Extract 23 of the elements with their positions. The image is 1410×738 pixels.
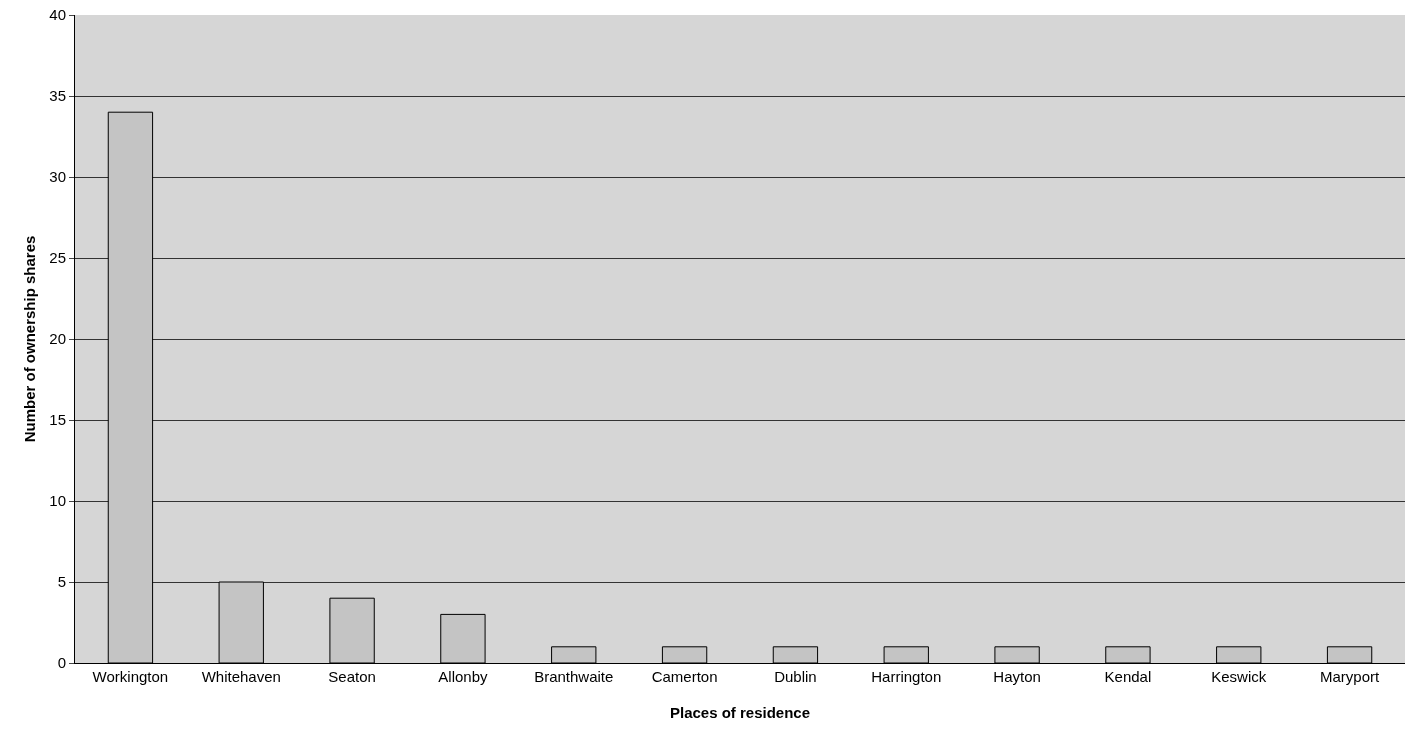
x-tick-label: Maryport [1319, 668, 1380, 685]
y-tick-label: 5 [57, 573, 66, 591]
y-tick-label: 35 [49, 87, 66, 105]
x-tick-label: Dublin [774, 668, 817, 685]
x-axis-title: Places of residence [669, 704, 811, 721]
x-tick-label: Seaton [328, 668, 376, 685]
x-tick-label: Branthwaite [534, 668, 614, 685]
x-tick-label: Hayton [993, 668, 1041, 685]
x-tick-label: Whitehaven [201, 668, 281, 685]
x-tick-label: Keswick [1211, 668, 1267, 685]
y-tick-label: 15 [49, 411, 66, 429]
x-tick-label: Workington [92, 668, 169, 685]
y-tick-label: 30 [49, 168, 66, 186]
x-tick-label: Camerton [651, 668, 718, 685]
x-tick-label: Harrington [871, 668, 942, 685]
y-tick-label: 25 [49, 249, 66, 267]
y-tick-label: 40 [49, 6, 66, 24]
y-tick-label: 20 [49, 330, 66, 348]
y-axis-title: Number of ownership shares [21, 235, 38, 443]
y-tick-label: 0 [57, 654, 66, 672]
y-tick-label: 10 [49, 492, 66, 510]
x-tick-label: Kendal [1104, 668, 1152, 685]
x-tick-label: Allonby [438, 668, 489, 685]
